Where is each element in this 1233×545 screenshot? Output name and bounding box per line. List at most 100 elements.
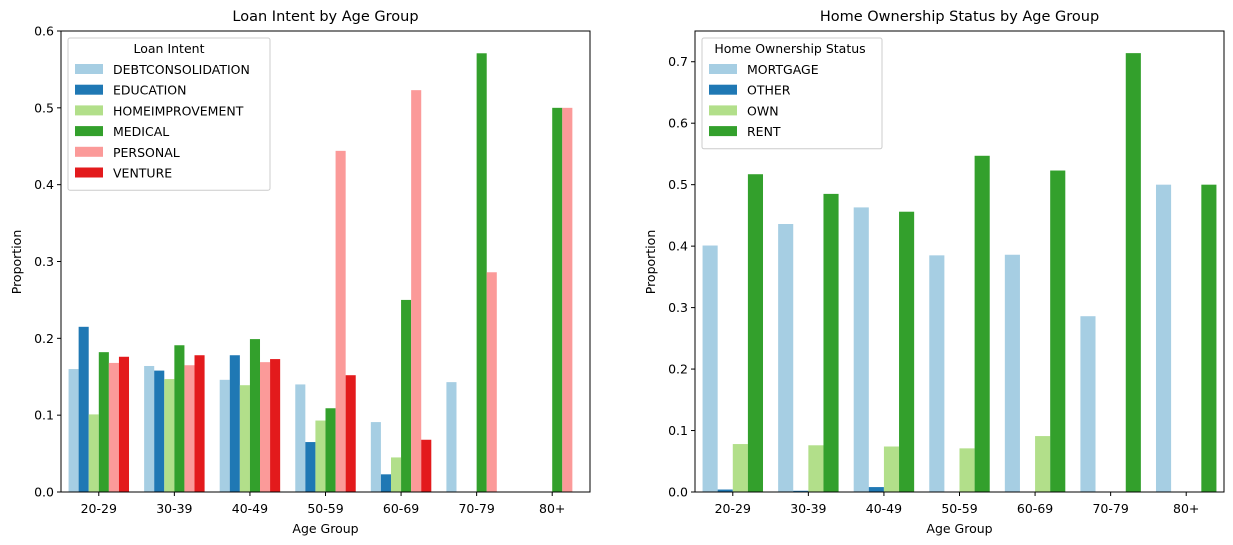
bar-personal-60-69 [411,90,422,492]
legend-title: Loan Intent [134,41,205,56]
x-tick-label: 50-59 [941,501,977,516]
y-tick-label: 0.0 [34,485,54,500]
legend-swatch [75,64,103,74]
y-tick-label: 0.0 [668,485,688,500]
legend-label: OTHER [747,83,791,98]
y-tick-label: 0.4 [34,177,54,192]
bar-own-20-29 [732,444,748,492]
legend-label: HOMEIMPROVEMENT [113,103,244,118]
bar-rent-30-39 [823,193,839,492]
bar-rent-40-49 [899,211,915,492]
bar-own-50-59 [959,448,975,492]
x-tick-label: 40-49 [866,501,902,516]
bar-medical-70-79 [476,53,487,492]
y-tick-label: 0.6 [34,24,54,39]
y-tick-label: 0.4 [668,239,688,254]
y-tick-label: 0.1 [668,423,688,438]
bar-medical-30-39 [174,345,185,492]
bar-medical-20-29 [98,352,109,492]
bar-debtconsolidation-50-59 [295,384,306,492]
legend-swatch [709,105,737,116]
bar-homeimprovement-30-39 [164,379,175,492]
bar-own-40-49 [883,446,900,492]
y-tick-label: 0.3 [668,300,688,315]
bars [68,53,573,493]
legend-label: RENT [747,124,781,139]
chart-title: Loan Intent by Age Group [232,9,418,25]
legend-swatch [75,167,103,178]
bar-debtconsolidation-70-79 [446,382,457,492]
x-tick-label: 70-79 [458,501,494,516]
bar-education-60-69 [380,474,391,492]
bar-rent-80+ [1201,184,1217,493]
bar-mortgage-50-59 [929,255,945,492]
bar-venture-40-49 [270,359,281,492]
bar-venture-50-59 [345,375,356,492]
x-tick-label: 50-59 [307,501,343,516]
bar-education-30-39 [154,370,165,492]
legend-label: DEBTCONSOLIDATION [113,62,250,77]
legend: Loan Intent DEBTCONSOLIDATION EDUCATION HO… [67,37,271,191]
x-tick-label: 80+ [539,501,565,516]
bar-personal-80+ [562,107,573,492]
x-tick-label: 70-79 [1092,501,1128,516]
bar-homeimprovement-50-59 [315,420,326,492]
bar-education-50-59 [305,442,316,492]
axis-ticks: 0.0 0.1 0.2 0.3 0.4 0.5 0.6 20-29 30-39 40-49 50-5… [34,24,565,517]
legend-label: EDUCATION [113,83,187,98]
bar-homeimprovement-20-29 [88,414,99,492]
bar-personal-30-39 [184,365,195,492]
chart-loan-intent: Loan Intent by Age Group Age Group Propo… [9,9,591,536]
x-tick-label: 60-69 [383,501,419,516]
bar-education-20-29 [78,326,89,492]
bar-personal-40-49 [260,362,271,492]
bar-medical-40-49 [249,339,261,492]
bar-debtconsolidation-60-69 [370,422,381,492]
bar-debtconsolidation-20-29 [68,369,79,492]
x-tick-label: 20-29 [715,501,751,516]
bar-mortgage-80+ [1155,184,1172,493]
x-tick-label: 80+ [1173,501,1199,516]
bar-medical-80+ [552,107,563,492]
legend-swatch [709,84,737,95]
bar-other-40-49 [868,487,884,492]
bar-rent-50-59 [974,155,990,492]
bar-rent-70-79 [1125,53,1141,492]
bar-mortgage-70-79 [1080,316,1096,492]
bar-personal-50-59 [335,150,346,493]
bar-own-60-69 [1035,436,1051,492]
plot-frame [694,30,1225,493]
bar-venture-20-29 [118,356,130,492]
legend-box [67,37,271,191]
legend-title: Home Ownership Status [714,41,865,56]
y-axis-label: Proportion [9,230,24,295]
x-axis-label: Age Group [926,521,992,536]
bar-debtconsolidation-30-39 [144,365,155,492]
bar-venture-30-39 [194,355,205,492]
bar-rent-60-69 [1050,170,1066,492]
y-tick-label: 0.5 [34,100,54,115]
legend-label: MORTGAGE [747,62,819,77]
y-tick-label: 0.5 [668,177,688,192]
bar-mortgage-40-49 [853,207,869,492]
bar-personal-70-79 [486,272,497,492]
y-tick-label: 0.1 [34,408,54,423]
x-tick-label: 60-69 [1017,501,1053,516]
legend-box [701,37,883,150]
legend-label: OWN [747,103,779,118]
bars [702,53,1217,493]
x-tick-label: 30-39 [156,501,192,516]
y-tick-label: 0.2 [34,331,54,346]
legend-label: PERSONAL [113,145,180,160]
bar-venture-60-69 [421,439,432,492]
bar-mortgage-60-69 [1004,254,1020,492]
y-axis-label: Proportion [643,230,658,295]
bar-mortgage-20-29 [702,245,718,492]
legend: Home Ownership Status MORTGAGE OTHER OWN RE… [701,37,883,150]
legend-swatch [75,126,103,137]
bar-personal-20-29 [108,362,119,492]
legend-swatch [709,64,737,74]
chart-home-ownership: Home Ownership Status by Age Group Age G… [643,9,1225,536]
y-tick-label: 0.6 [668,116,688,131]
